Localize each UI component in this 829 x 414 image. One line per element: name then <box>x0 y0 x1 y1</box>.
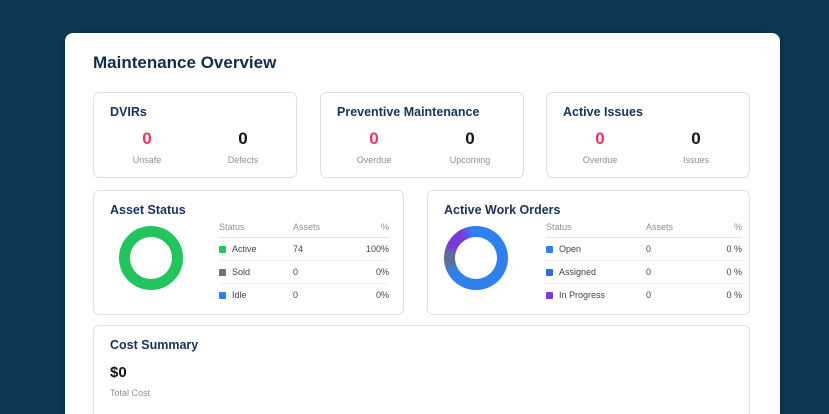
work-row-in-progress-assets: 0 <box>646 290 652 300</box>
work-orders-donut-chart <box>444 226 508 290</box>
work-row-assigned-pct: 0 % <box>726 267 742 277</box>
asset-status-donut-chart <box>119 226 183 290</box>
dvirs-card: DVIRs 0 Unsafe 0 Defects <box>93 92 297 178</box>
asset-status-card: Asset Status Status Assets % Active 74 1… <box>93 190 404 315</box>
work-row-assigned-assets: 0 <box>646 267 652 277</box>
work-orders-table: Status Assets % Open 0 0 % Assigned 0 0 … <box>546 219 742 306</box>
work-header-status: Status <box>546 222 572 232</box>
asset-row-active-assets: 74 <box>293 244 304 254</box>
legend-marker-in-progress-icon <box>546 291 553 299</box>
issues-overdue-metric: 0 Overdue <box>574 129 626 165</box>
work-row-open-pct: 0 % <box>726 244 742 254</box>
issues-count-value: 0 <box>691 129 701 148</box>
maintenance-overview-panel: Maintenance Overview DVIRs 0 Unsafe 0 De… <box>65 33 780 414</box>
dvirs-unsafe-metric: 0 Unsafe <box>121 129 173 165</box>
legend-marker-idle-icon <box>219 291 226 299</box>
pm-overdue-value: 0 <box>369 129 379 148</box>
table-row: Idle 0 0% <box>219 284 389 306</box>
active-issues-card-title: Active Issues <box>563 105 643 119</box>
asset-row-idle-assets: 0 <box>293 290 299 300</box>
dvirs-card-title: DVIRs <box>110 105 147 119</box>
asset-row-idle-label: Idle <box>232 290 247 300</box>
issues-overdue-value: 0 <box>595 129 605 148</box>
table-row: Open 0 0 % <box>546 238 742 261</box>
work-header-assets: Assets <box>646 222 674 232</box>
donut-hole <box>455 237 497 279</box>
active-work-orders-card-title: Active Work Orders <box>444 203 561 217</box>
preventive-maintenance-metrics: 0 Overdue 0 Upcoming <box>321 129 523 165</box>
cost-summary-card: Cost Summary $0 Total Cost <box>93 325 750 414</box>
asset-status-card-title: Asset Status <box>110 203 186 217</box>
work-row-in-progress-pct: 0 % <box>726 290 742 300</box>
total-cost-label: Total Cost <box>110 388 151 398</box>
asset-header-status: Status <box>219 222 245 232</box>
legend-marker-open-icon <box>546 245 553 253</box>
work-row-open-label: Open <box>559 244 582 254</box>
pm-overdue-metric: 0 Overdue <box>348 129 400 165</box>
preventive-maintenance-card-title: Preventive Maintenance <box>337 105 480 119</box>
pm-overdue-label: Overdue <box>356 155 392 165</box>
active-issues-card: Active Issues 0 Overdue 0 Issues <box>546 92 750 178</box>
asset-row-sold-assets: 0 <box>293 267 299 277</box>
asset-row-active-pct: 100% <box>365 244 389 254</box>
cost-summary-card-title: Cost Summary <box>110 338 199 352</box>
asset-status-table-header: Status Assets % <box>219 219 389 238</box>
work-row-assigned-label: Assigned <box>559 267 597 277</box>
dvirs-defects-value: 0 <box>238 129 248 148</box>
total-cost-value: $0 <box>110 364 127 381</box>
active-issues-metrics: 0 Overdue 0 Issues <box>547 129 749 165</box>
asset-row-idle-pct: 0% <box>375 290 389 300</box>
work-orders-table-header: Status Assets % <box>546 219 742 238</box>
dvirs-unsafe-value: 0 <box>142 129 152 148</box>
dvirs-defects-label: Defects <box>227 155 259 165</box>
pm-upcoming-metric: 0 Upcoming <box>444 129 496 165</box>
asset-row-sold-label: Sold <box>232 267 251 277</box>
table-row: In Progress 0 0 % <box>546 284 742 306</box>
asset-header-assets: Assets <box>293 222 321 232</box>
pm-upcoming-label: Upcoming <box>449 155 491 165</box>
dvirs-defects-metric: 0 Defects <box>217 129 269 165</box>
table-row: Active 74 100% <box>219 238 389 261</box>
work-row-open-assets: 0 <box>646 244 652 254</box>
asset-header-pct: % <box>380 222 389 232</box>
legend-marker-active-icon <box>219 245 226 253</box>
issues-count-label: Issues <box>682 155 709 165</box>
issues-count-metric: 0 Issues <box>670 129 722 165</box>
preventive-maintenance-card: Preventive Maintenance 0 Overdue 0 Upcom… <box>320 92 524 178</box>
active-work-orders-card: Active Work Orders Status Assets % Open … <box>427 190 750 315</box>
legend-marker-assigned-icon <box>546 268 553 276</box>
asset-status-table: Status Assets % Active 74 100% Sold 0 0% <box>219 219 389 306</box>
page-title: Maintenance Overview <box>93 53 277 72</box>
work-header-pct: % <box>733 222 742 232</box>
dvirs-unsafe-label: Unsafe <box>132 155 162 165</box>
issues-overdue-label: Overdue <box>582 155 618 165</box>
pm-upcoming-value: 0 <box>465 129 475 148</box>
table-row: Sold 0 0% <box>219 261 389 284</box>
work-row-in-progress-label: In Progress <box>559 290 606 300</box>
table-row: Assigned 0 0 % <box>546 261 742 284</box>
asset-row-sold-pct: 0% <box>375 267 389 277</box>
legend-marker-sold-icon <box>219 268 226 276</box>
asset-row-active-label: Active <box>232 244 257 254</box>
dvirs-metrics: 0 Unsafe 0 Defects <box>94 129 296 165</box>
